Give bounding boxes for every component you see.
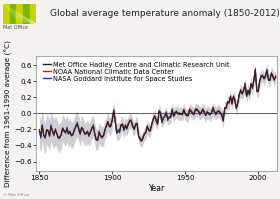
Bar <box>16 4 23 24</box>
Bar <box>23 4 30 24</box>
Text: Global average temperature anomaly (1850-2012): Global average temperature anomaly (1850… <box>50 9 280 18</box>
Bar <box>10 4 16 24</box>
Legend: Met Office Hadley Centre and Climatic Research Unit, NOAA National Climatic Data: Met Office Hadley Centre and Climatic Re… <box>42 60 231 83</box>
Y-axis label: Difference from 1961-1990 average (°C): Difference from 1961-1990 average (°C) <box>4 40 12 187</box>
Bar <box>30 4 36 24</box>
Bar <box>3 4 10 24</box>
Text: Met Office: Met Office <box>3 25 28 30</box>
X-axis label: Year: Year <box>149 184 165 193</box>
Text: © Met Office: © Met Office <box>3 193 29 197</box>
